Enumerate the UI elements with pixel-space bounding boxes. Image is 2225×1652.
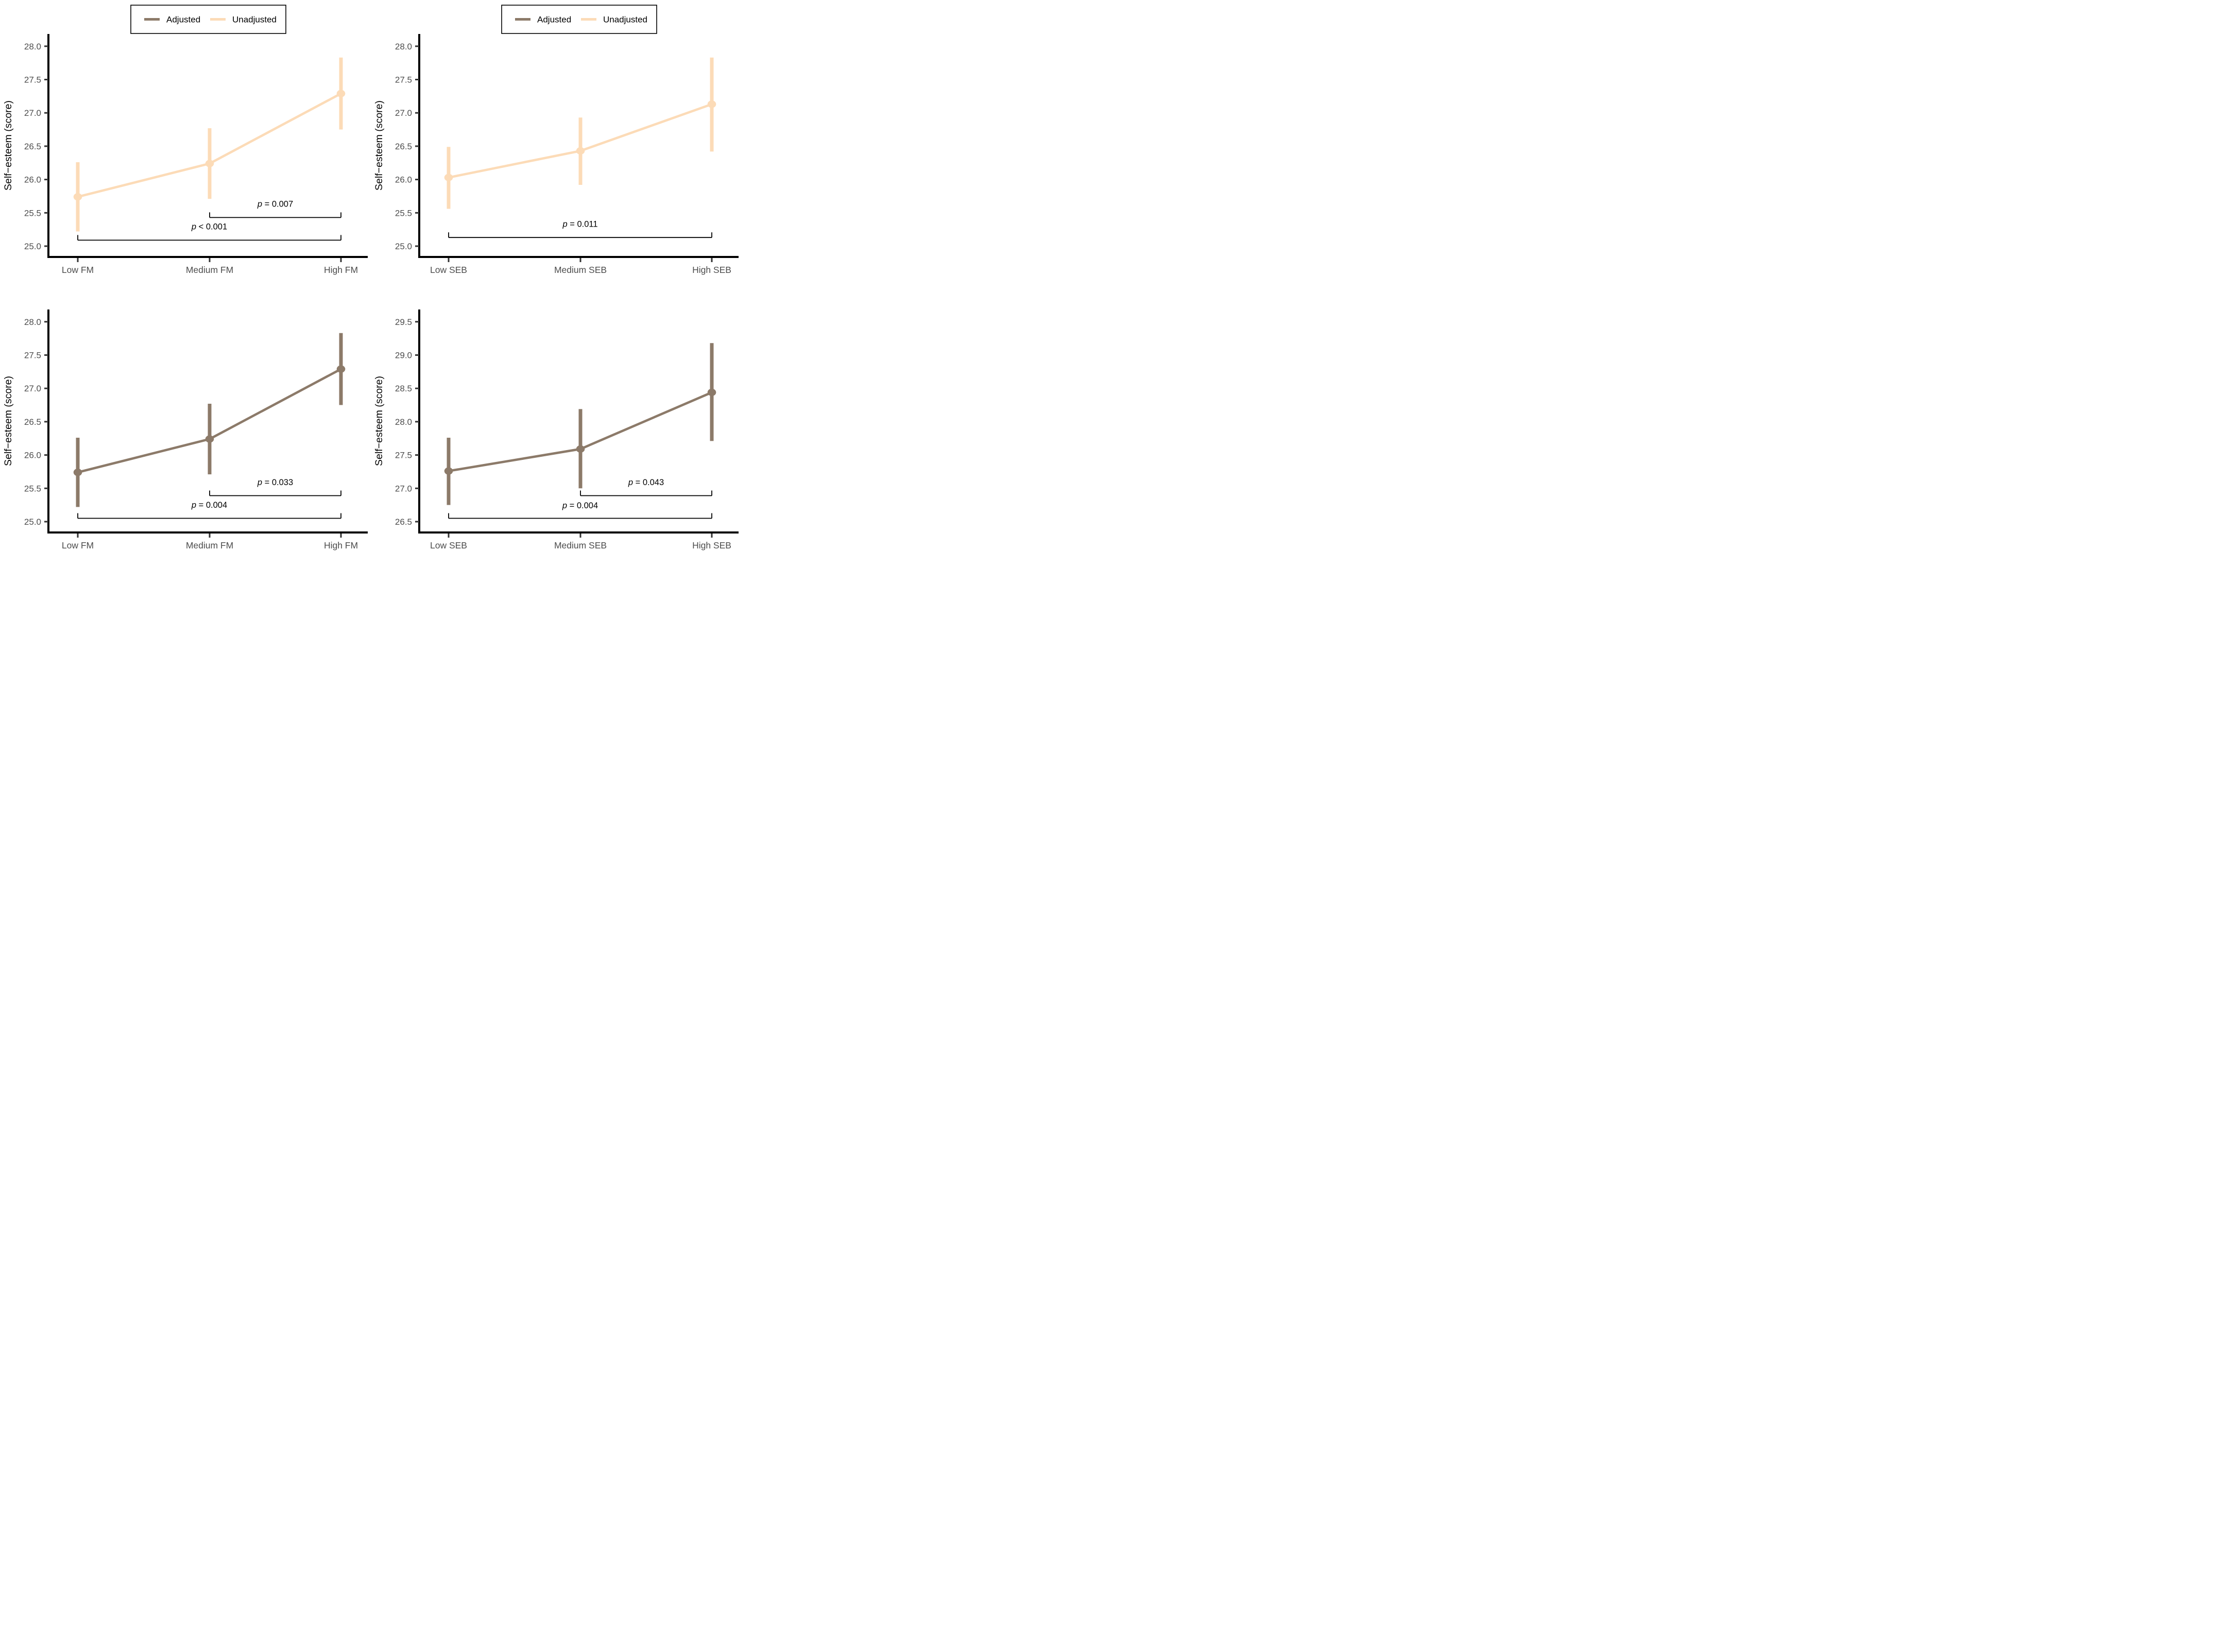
data-points [444, 100, 716, 181]
x-tick-label: Medium SEB [554, 540, 607, 550]
data-point [205, 160, 214, 167]
y-axis-ticks: 25.0 25.5 26.0 26.5 27.0 27.5 28.0 [395, 42, 419, 251]
data-point [205, 435, 214, 443]
panel-background [0, 0, 371, 276]
data-points [444, 388, 716, 475]
y-tick-label: 26.0 [24, 451, 41, 460]
panel-adjusted-seb: p = 0.043 p = 0.004 26.5 27.0 27.5 28.0 28.5 29… [371, 276, 742, 551]
chart-adjusted-seb: p = 0.043 p = 0.004 26.5 27.0 27.5 28.0 28.5 29… [371, 276, 742, 551]
y-tick-label: 28.0 [24, 317, 41, 327]
x-tick-label: Low SEB [430, 540, 467, 550]
p-value-label: p = 0.011 [562, 219, 597, 229]
panel-unadjusted-fm: p = 0.007 p < 0.001 25.0 25.5 26.0 26.5 27.0 27… [0, 0, 371, 276]
x-tick-label: Low SEB [430, 265, 467, 275]
y-tick-label: 28.5 [395, 384, 412, 393]
y-axis-ticks: 25.0 25.5 26.0 26.5 27.0 27.5 28.0 [24, 42, 48, 251]
data-point [576, 147, 585, 155]
data-point [336, 365, 346, 373]
y-tick-label: 26.5 [395, 517, 412, 527]
panel-unadjusted-seb: p = 0.011 25.0 25.5 26.0 26.5 27.0 27.5 28.0 Low… [371, 0, 742, 276]
y-tick-label: 27.0 [395, 484, 412, 493]
y-tick-label: 26.5 [24, 417, 41, 427]
x-axis-ticks: Low SEB Medium SEB High SEB [430, 534, 731, 550]
significance-brackets: p = 0.011 [448, 219, 712, 238]
chart-adjusted-fm: p = 0.033 p = 0.004 25.0 25.5 26.0 26.5 27.0 27… [0, 276, 371, 551]
significance-brackets: p = 0.007 p < 0.001 [77, 200, 341, 241]
x-tick-label: High SEB [692, 265, 731, 275]
y-tick-label: 25.0 [24, 242, 41, 251]
x-tick-label: High FM [324, 265, 358, 275]
x-tick-label: Medium SEB [554, 265, 607, 275]
chart-unadjusted-seb: p = 0.011 25.0 25.5 26.0 26.5 27.0 27.5 28.0 Low… [371, 0, 742, 276]
p-value-label: p = 0.007 [257, 200, 293, 209]
y-axis-title: Self−esteem (score) [373, 100, 385, 191]
legend: Adjusted Unadjusted [130, 5, 286, 34]
data-point [73, 193, 82, 201]
data-point [707, 100, 716, 108]
panel-background [371, 0, 742, 276]
y-tick-label: 27.5 [395, 451, 412, 460]
y-tick-label: 28.0 [395, 42, 412, 51]
y-tick-label: 27.5 [24, 351, 41, 360]
panel-background [371, 276, 742, 551]
x-axis-ticks: Low FM Medium FM High FM [62, 534, 358, 550]
data-point [73, 469, 82, 476]
figure-grid: p = 0.007 p < 0.001 25.0 25.5 26.0 26.5 27.0 27… [0, 0, 742, 551]
y-tick-label: 25.0 [395, 242, 412, 251]
y-tick-label: 29.5 [395, 317, 412, 327]
p-value-label: p = 0.043 [628, 478, 664, 487]
legend-label-unadjusted: Unadjusted [232, 15, 277, 25]
y-tick-label: 29.0 [395, 351, 412, 360]
y-tick-label: 28.0 [395, 417, 412, 427]
data-point [707, 388, 716, 397]
y-tick-label: 27.5 [395, 75, 412, 85]
p-value-label: p = 0.033 [257, 478, 293, 487]
y-tick-label: 25.5 [395, 208, 412, 218]
chart-unadjusted-fm: p = 0.007 p < 0.001 25.0 25.5 26.0 26.5 27.0 27… [0, 0, 371, 276]
legend-label-adjusted: Adjusted [537, 15, 571, 25]
x-tick-label: Low FM [62, 540, 94, 550]
y-axis-title: Self−esteem (score) [3, 376, 14, 466]
p-value-label: p < 0.001 [191, 222, 227, 232]
y-tick-label: 26.0 [24, 175, 41, 185]
y-tick-label: 27.0 [24, 384, 41, 393]
p-value-label: p = 0.004 [191, 501, 227, 510]
y-tick-label: 26.0 [395, 175, 412, 185]
y-tick-label: 26.5 [395, 142, 412, 151]
y-tick-label: 27.0 [24, 108, 41, 118]
data-point [444, 467, 453, 475]
x-tick-label: Medium FM [186, 265, 233, 275]
p-value-label: p = 0.004 [562, 501, 598, 510]
data-point [444, 174, 453, 181]
y-axis-title: Self−esteem (score) [3, 100, 14, 191]
y-tick-label: 25.5 [24, 208, 41, 218]
y-tick-label: 25.5 [24, 484, 41, 493]
x-tick-label: High FM [324, 540, 358, 550]
significance-brackets: p = 0.033 p = 0.004 [77, 478, 341, 519]
x-tick-label: Low FM [62, 265, 94, 275]
x-axis-ticks: Low SEB Medium SEB High SEB [430, 258, 731, 275]
legend-label-unadjusted: Unadjusted [603, 15, 647, 25]
y-axis-ticks: 26.5 27.0 27.5 28.0 28.5 29.0 29.5 [395, 317, 419, 527]
legend-label-adjusted: Adjusted [166, 15, 200, 25]
data-points [73, 365, 346, 476]
data-points [73, 90, 346, 201]
x-axis-ticks: Low FM Medium FM High FM [62, 258, 358, 275]
y-tick-label: 26.5 [24, 142, 41, 151]
x-tick-label: Medium FM [186, 540, 233, 550]
legend: Adjusted Unadjusted [501, 5, 657, 34]
y-tick-label: 25.0 [24, 517, 41, 527]
y-tick-label: 27.0 [395, 108, 412, 118]
y-axis-ticks: 25.0 25.5 26.0 26.5 27.0 27.5 28.0 [24, 317, 48, 527]
x-tick-label: High SEB [692, 540, 731, 550]
data-point [576, 445, 585, 453]
data-point [336, 90, 346, 97]
y-tick-label: 27.5 [24, 75, 41, 85]
y-axis-title: Self−esteem (score) [373, 376, 385, 466]
panel-adjusted-fm: p = 0.033 p = 0.004 25.0 25.5 26.0 26.5 27.0 27… [0, 276, 371, 551]
significance-brackets: p = 0.043 p = 0.004 [448, 478, 712, 519]
panel-background [0, 276, 371, 551]
y-tick-label: 28.0 [24, 42, 41, 51]
